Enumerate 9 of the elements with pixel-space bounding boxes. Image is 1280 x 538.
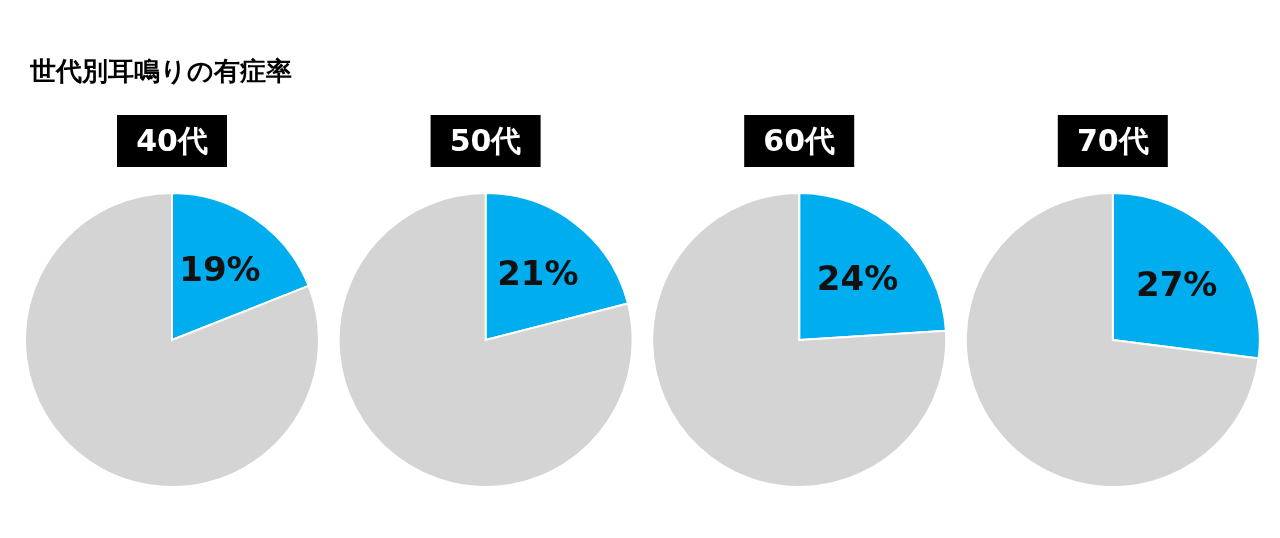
data-label: 19% (179, 249, 261, 290)
chart-title: 50代 (449, 123, 522, 158)
text: 世代別耳鳴りの有症率 (29, 56, 292, 86)
data-label: 21% (497, 252, 579, 293)
chart-title: 60代 (763, 123, 836, 158)
data-label: 24% (816, 257, 899, 298)
chart-title: 70代 (1076, 123, 1149, 158)
data-label: 27% (1136, 263, 1218, 304)
chart-title: 40代 (136, 123, 208, 158)
